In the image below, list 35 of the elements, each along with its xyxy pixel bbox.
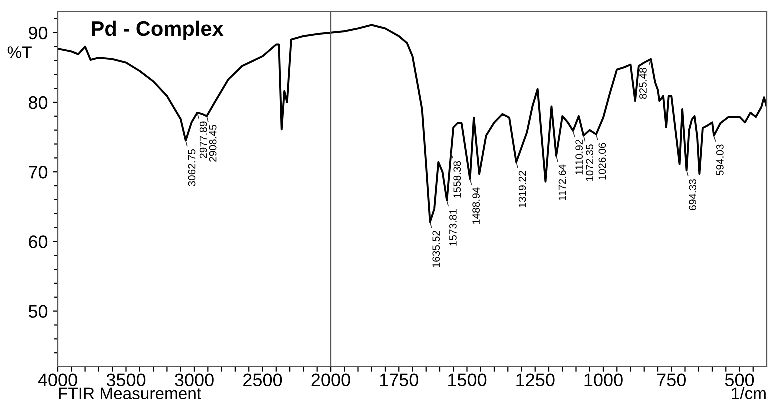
x-tick-label: 500: [725, 374, 754, 387]
x-tick-label: 1500: [448, 374, 487, 387]
y-tick-label: 60: [29, 236, 48, 248]
x-axis-title: 1/cm: [732, 387, 766, 400]
annotation: 694.33: [689, 179, 697, 210]
y-tick-label: 80: [28, 96, 48, 110]
annotation: 1635.52: [432, 231, 440, 268]
x-tick-label: 2500: [244, 374, 282, 387]
x-tick-label: 1000: [584, 374, 623, 387]
y-tick-label: 70: [29, 166, 48, 179]
annotation: 3062.75: [188, 150, 196, 186]
annotation: 2977.89: [200, 122, 208, 158]
annotation: 1573.81: [450, 209, 457, 246]
annotation: 2908.45: [209, 125, 217, 162]
x-tick-label: 4000: [38, 374, 78, 387]
chart-title: Pd - Complex: [92, 20, 224, 40]
annotation: 1072.35: [586, 144, 594, 182]
annotation: 1319.22: [518, 171, 526, 208]
annotation: 1558.38: [454, 161, 462, 198]
annotation: 1172.64: [558, 164, 566, 201]
x-tick-label: 3000: [175, 374, 214, 387]
x-tick-label: 3500: [106, 374, 146, 387]
annotation: 1110.92: [576, 140, 584, 175]
x-tick-label: 750: [657, 374, 686, 387]
annotation: 594.03: [716, 144, 724, 176]
x-axis-title: FTIR Measurement: [59, 388, 202, 400]
y-axis-title: %T: [8, 46, 32, 58]
x-tick-label: 1250: [516, 374, 555, 387]
y-tick-label: 50: [28, 305, 48, 318]
annotation: 1026.06: [598, 143, 606, 180]
annotation: 825.48: [640, 68, 647, 100]
x-tick-label: 1750: [380, 374, 419, 387]
annotation: 1488.94: [472, 188, 480, 224]
y-tick-label: 90: [29, 26, 48, 40]
x-tick-label: 2000: [312, 374, 350, 387]
